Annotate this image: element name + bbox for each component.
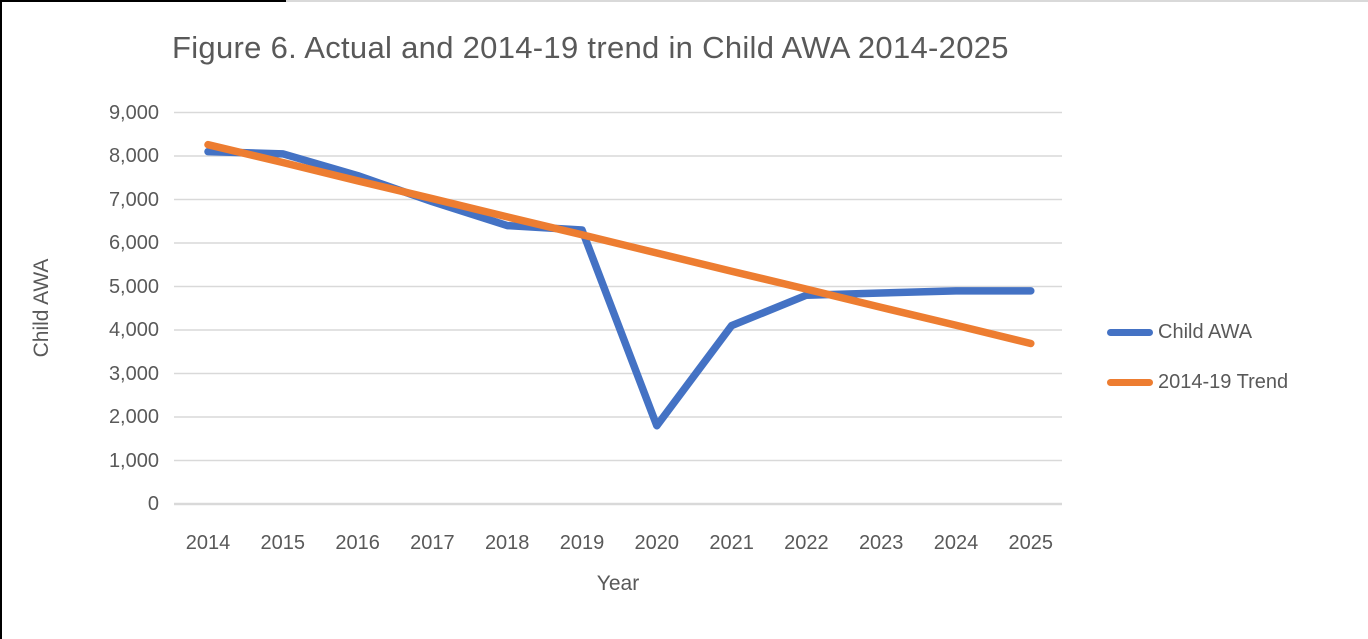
chart-title: Figure 6. Actual and 2014-19 trend in Ch… <box>172 30 1009 65</box>
x-tick-label: 2024 <box>933 532 979 554</box>
y-tick-label: 4,000 <box>108 319 159 341</box>
legend-label: Child AWA <box>1158 320 1253 343</box>
legend-label: 2014-19 Trend <box>1158 370 1289 393</box>
legend: Child AWA 2014-19 Trend <box>1107 318 1347 418</box>
x-tick-label: 2021 <box>709 532 754 554</box>
y-tick-label: 3,000 <box>108 362 159 385</box>
legend-line-swatch <box>1107 328 1153 336</box>
y-tick-label: 9,000 <box>108 101 159 124</box>
x-tick-label: 2022 <box>784 532 829 554</box>
y-axis-title: Child AWA <box>30 258 53 358</box>
x-tick-label: 2015 <box>260 532 306 554</box>
x-tick-label: 2019 <box>559 532 605 554</box>
y-tick-label: 6,000 <box>108 232 159 254</box>
y-tick-label: 8,000 <box>108 145 159 167</box>
y-tick-label: 5,000 <box>108 275 159 298</box>
y-tick-label: 7,000 <box>108 188 159 211</box>
y-tick-label: 2,000 <box>108 406 159 428</box>
x-tick-label: 2016 <box>335 532 380 554</box>
x-tick-label: 2020 <box>634 532 680 554</box>
x-tick-label: 2017 <box>410 532 455 554</box>
y-tick-label: 1,000 <box>108 449 159 472</box>
legend-entry-actual: Child AWA <box>1107 318 1347 346</box>
x-tick-label: 2025 <box>1008 532 1054 554</box>
series-line-actual <box>204 147 1035 430</box>
series-line-trend <box>204 140 1035 348</box>
x-axis-title: Year <box>596 572 640 595</box>
x-tick-label: 2023 <box>858 532 904 554</box>
x-tick-label: 2018 <box>484 532 530 554</box>
x-tick-label: 2014 <box>185 532 231 554</box>
legend-entry-trend: 2014-19 Trend <box>1107 368 1347 396</box>
figure-top-border <box>2 0 1368 2</box>
y-tick-label: 0 <box>147 493 159 515</box>
legend-line-swatch <box>1107 378 1153 386</box>
